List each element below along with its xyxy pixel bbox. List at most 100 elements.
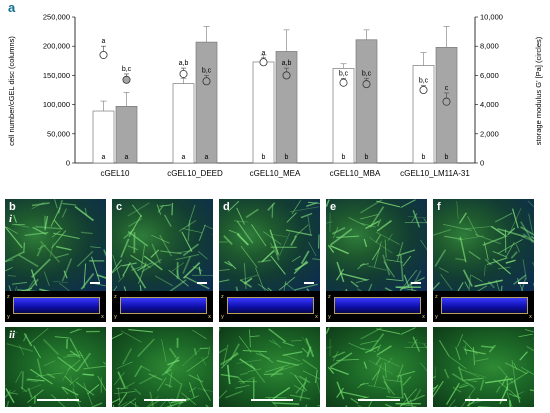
fiber-texture (112, 202, 213, 291)
modulus-circle (442, 97, 451, 106)
bar (355, 39, 378, 164)
y2-tick-label: 2,000 (480, 129, 499, 138)
z-stack-strip: z y x (5, 291, 106, 322)
micrograph-bottom: ii (5, 327, 106, 407)
axis-tag-x: x (101, 314, 104, 320)
x-category-label: cGEL10_MEA (250, 169, 301, 178)
bar-significance-letter: a (102, 154, 106, 161)
bar-chart: 0 50,000 100,000 150,000 200,000 250,000 0 2,00… (7, 13, 543, 179)
modulus-circle (339, 78, 348, 87)
panel-a-label: a (8, 0, 16, 15)
fiber-texture (433, 200, 534, 291)
micrograph-bottom (326, 327, 427, 407)
row-label-ii: ii (9, 329, 16, 341)
scale-bar (144, 399, 186, 401)
bar-significance-letter: b (445, 154, 449, 161)
bar-significance-letter: b (285, 154, 289, 161)
bar-significance-letter: a (125, 154, 129, 161)
fiber-texture (5, 328, 106, 407)
modulus-circle (99, 50, 108, 59)
chart-axes: 0 50,000 100,000 150,000 200,000 250,000 0 2,00… (43, 13, 503, 168)
modulus-circle (202, 77, 211, 86)
micrograph-top: e (326, 199, 427, 291)
scale-bar (251, 399, 293, 401)
x-category-label: cGEL10_LM11A-31 (400, 169, 470, 178)
tile-letter: f (437, 201, 441, 213)
micrograph-bottom (112, 327, 213, 407)
chart-bars (92, 25, 458, 164)
modulus-circle (362, 80, 371, 89)
fiber-texture (326, 327, 427, 407)
y-tick-label: 100,000 (43, 100, 70, 109)
y2-axis-title: storage modulus G' [Pa] (circles) (534, 36, 543, 145)
micrograph-bottom (219, 327, 320, 407)
circle-significance-letter: a (262, 50, 266, 57)
fiber-texture (112, 328, 213, 407)
y-axis-title: cell number/cGEL disc (columns) (7, 36, 16, 146)
axis-tag-z: z (7, 294, 10, 300)
circle-significance-letter: b,c (202, 67, 212, 74)
row-label-i: i (9, 213, 13, 225)
bar-significance-letter: a (182, 154, 186, 161)
micrograph-top: c (112, 199, 213, 291)
y-tick-label: 250,000 (43, 13, 70, 22)
fiber-texture (219, 200, 320, 291)
z-stack-strip: z y x (112, 291, 213, 322)
chart-letters: a a a b,c cGEL10 a a a,b b,c cGEL10_DEED b b a a,b cGE… (101, 38, 471, 178)
axis-tag-x: x (315, 314, 318, 320)
bar (252, 61, 275, 164)
scale-bar (90, 282, 100, 284)
circle-significance-letter: b,c (419, 78, 429, 85)
y2-tick-label: 10,000 (480, 13, 503, 22)
scale-bar (518, 282, 528, 284)
y2-tick-label: 6,000 (480, 71, 499, 80)
modulus-circle (122, 75, 131, 84)
modulus-circle (179, 69, 188, 78)
micrograph-bottom (433, 327, 534, 407)
y-tick-label: 150,000 (43, 71, 70, 80)
fiber-texture (219, 327, 320, 407)
x-category-label: cGEL10_DEED (167, 169, 223, 178)
x-category-label: cGEL10_MBA (330, 169, 381, 178)
x-category-label: cGEL10 (101, 169, 130, 178)
chart-circles (99, 45, 451, 106)
bar (195, 41, 218, 164)
axis-tag-y: y (221, 314, 224, 320)
z-stack-volume (120, 297, 207, 314)
bar (172, 83, 195, 164)
circle-significance-letter: a,b (179, 60, 189, 67)
circle-significance-letter: a (102, 38, 106, 45)
circle-significance-letter: b,c (362, 70, 372, 77)
circle-significance-letter: c (445, 85, 449, 92)
z-stack-volume (227, 297, 314, 314)
modulus-circle (282, 71, 291, 80)
bar-significance-letter: b (365, 154, 369, 161)
axis-tag-y: y (7, 314, 10, 320)
z-stack-strip: z y x (326, 291, 427, 322)
bar-significance-letter: b (422, 154, 426, 161)
fiber-texture (326, 199, 427, 291)
z-stack-strip: z y x (433, 291, 534, 322)
axis-tag-y: y (435, 314, 438, 320)
axis-tag-z: z (328, 294, 331, 300)
tile-letter: c (116, 201, 123, 213)
scale-bar (304, 282, 314, 284)
bar-significance-letter: a (205, 154, 209, 161)
z-stack-volume (13, 297, 100, 314)
z-stack-volume (441, 297, 528, 314)
y-tick-label: 0 (66, 159, 70, 168)
bar-significance-letter: b (262, 154, 266, 161)
axis-tag-z: z (435, 294, 438, 300)
scale-bar (197, 282, 207, 284)
circle-significance-letter: b,c (339, 70, 349, 77)
y2-tick-label: 4,000 (480, 100, 499, 109)
axis-tag-z: z (114, 294, 117, 300)
micrograph-top: d (219, 199, 320, 291)
axis-tag-y: y (328, 314, 331, 320)
fiber-texture (5, 199, 106, 291)
fiber-texture (433, 329, 534, 407)
tile-letter: b (9, 201, 16, 213)
micrograph-top: f (433, 199, 534, 291)
axis-tag-x: x (208, 314, 211, 320)
